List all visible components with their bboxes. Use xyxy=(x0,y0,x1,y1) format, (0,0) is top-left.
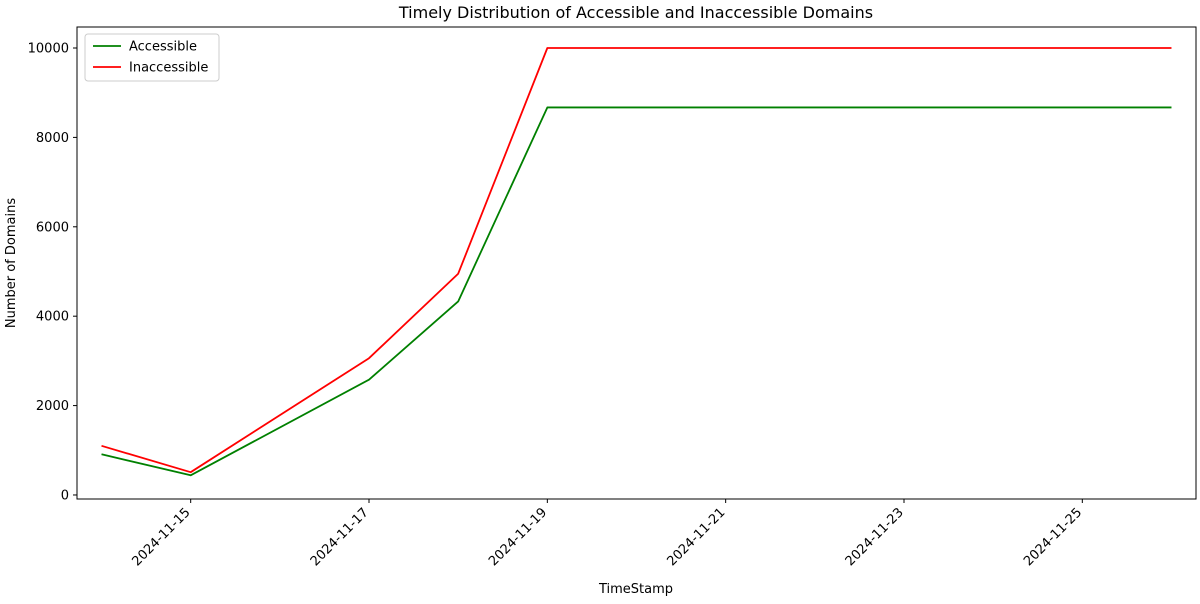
y-tick-label: 6000 xyxy=(36,220,69,235)
legend: Accessible Inaccessible xyxy=(84,33,220,82)
y-tick-label: 2000 xyxy=(36,399,69,414)
y-tick-label: 0 xyxy=(61,488,69,503)
x-tick-label: 2024-11-21 xyxy=(664,505,728,569)
legend-label-inaccessible: Inaccessible xyxy=(129,61,208,76)
y-axis-label: Number of Domains xyxy=(4,198,19,328)
x-tick-label: 2024-11-25 xyxy=(1021,505,1085,569)
series-layer xyxy=(101,47,1172,477)
y-tick-label: 10000 xyxy=(28,42,69,57)
y-axis-ticks: 0 2000 4000 6000 8000 10000 xyxy=(28,42,77,503)
plot-frame xyxy=(76,26,1197,500)
x-axis-ticks: 2024-11-15 2024-11-17 2024-11-19 2024-11-21… xyxy=(129,499,1085,569)
legend-label-accessible: Accessible xyxy=(129,40,197,55)
x-tick-label: 2024-11-19 xyxy=(486,505,550,569)
x-tick-label: 2024-11-17 xyxy=(308,505,372,569)
chart-title: Timely Distribution of Accessible and In… xyxy=(398,3,873,22)
x-tick-label: 2024-11-23 xyxy=(843,505,907,569)
x-axis-label: TimeStamp xyxy=(598,582,673,597)
x-tick-label: 2024-11-15 xyxy=(129,505,193,569)
series-line-accessible xyxy=(101,106,1172,477)
series-line-inaccessible xyxy=(101,47,1172,474)
y-tick-label: 4000 xyxy=(36,310,69,325)
y-tick-label: 8000 xyxy=(36,131,69,146)
